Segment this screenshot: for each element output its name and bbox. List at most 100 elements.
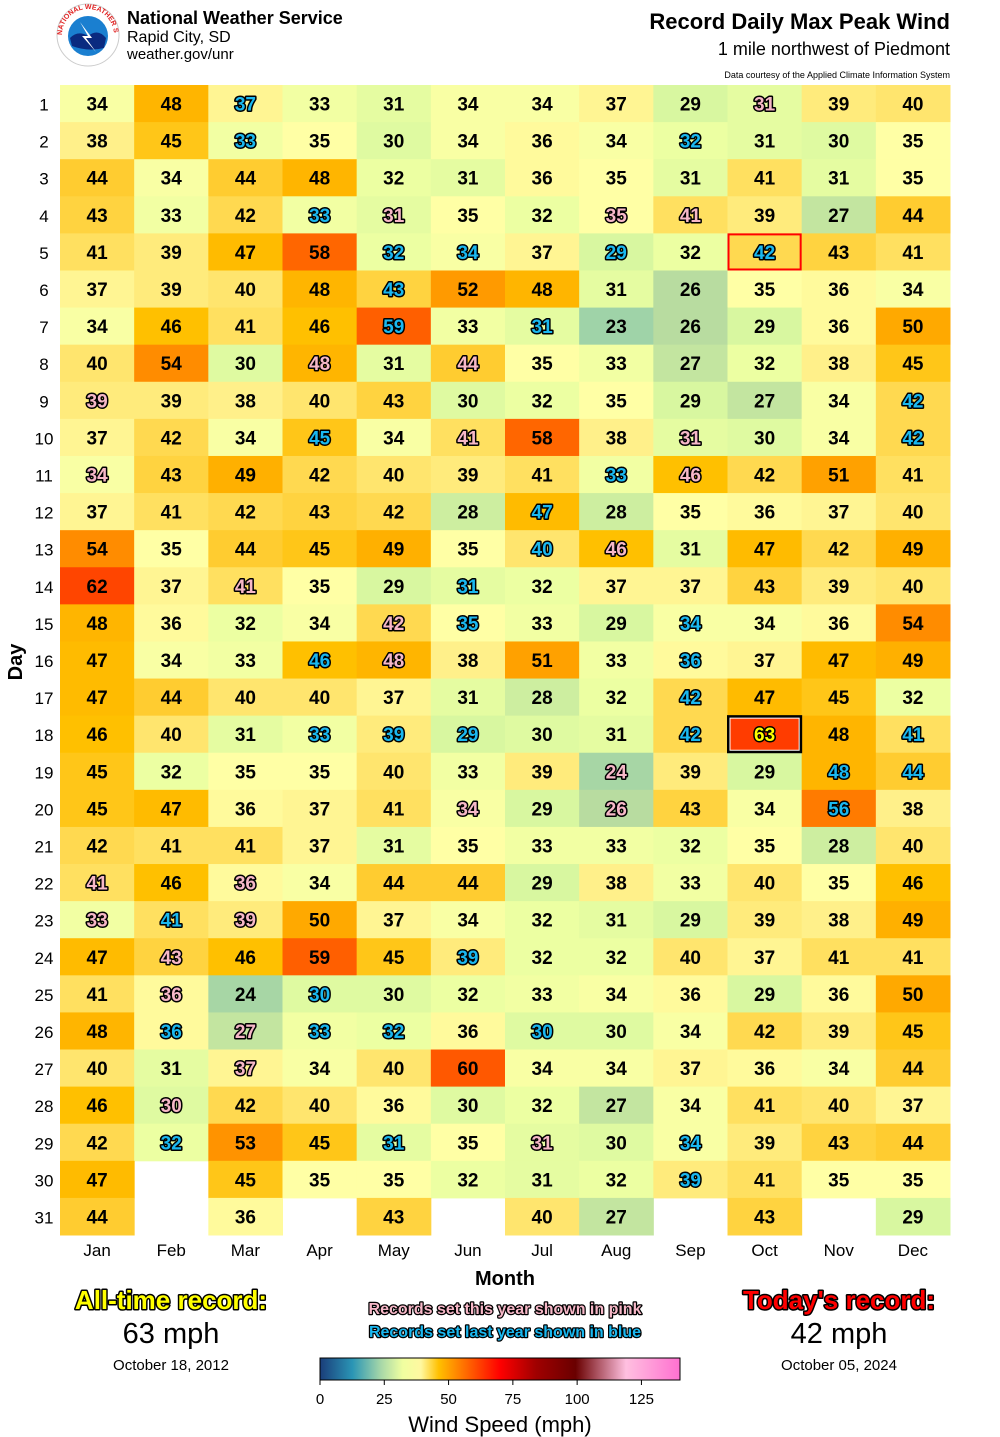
day-label: 11 <box>35 467 53 486</box>
cell-value-label: 36 <box>754 503 775 524</box>
cell-value-label: 36 <box>828 280 849 301</box>
all-time-record-heading: All-time record: <box>75 1285 267 1315</box>
cell-value-label: 39 <box>457 466 478 487</box>
cell-value-label: 41 <box>87 985 109 1006</box>
heatmap-cell <box>430 85 506 123</box>
cell-value-label: 31 <box>606 725 628 746</box>
cell-value-label: 37 <box>532 243 553 264</box>
heatmap-cell <box>505 789 580 828</box>
heatmap-cell <box>801 418 877 457</box>
heatmap-cell <box>653 493 728 531</box>
heatmap-cell <box>505 233 580 271</box>
cell-value-label: 34 <box>309 1059 331 1080</box>
heatmap-cell <box>727 455 803 494</box>
cell-value-label: 43 <box>754 1207 775 1228</box>
heatmap-cell <box>727 938 803 976</box>
cell-value-label: 39 <box>532 762 553 783</box>
heatmap-cell <box>875 901 951 939</box>
month-label: Sep <box>675 1241 705 1260</box>
cell-value-label: 33 <box>309 95 330 116</box>
cell-value-label: 30 <box>532 725 553 746</box>
heatmap-cell <box>875 1197 951 1236</box>
day-label: 30 <box>35 1171 54 1190</box>
heatmap-cell <box>801 1123 877 1162</box>
cell-value-label: 35 <box>309 132 331 153</box>
heatmap-cell <box>579 344 654 383</box>
cell-value-label: 33 <box>532 985 553 1006</box>
heatmap-cell <box>801 381 877 420</box>
cell-value-label: 40 <box>532 1207 553 1228</box>
heatmap-cell <box>727 567 803 605</box>
heatmap-cell <box>356 567 432 605</box>
cell-value-label: 32 <box>606 688 627 709</box>
cell-value-label: 32 <box>680 132 701 153</box>
cell-value-label: 24 <box>235 985 257 1006</box>
heatmap-cell <box>801 1160 877 1199</box>
cell-value-label: 27 <box>235 1022 256 1043</box>
heatmap-cell <box>208 1086 283 1125</box>
cell-value-label: 34 <box>754 614 776 635</box>
cell-value-label: 40 <box>383 466 404 487</box>
cell-value-label: 60 <box>457 1059 478 1080</box>
cell-value-label: 36 <box>457 1022 478 1043</box>
heatmap-cell <box>430 455 506 494</box>
heatmap-cell <box>208 344 283 383</box>
cell-value-label: 32 <box>457 985 478 1006</box>
cell-value-label: 29 <box>383 577 404 598</box>
cell-value-label: 33 <box>457 317 478 338</box>
heatmap-cell <box>801 864 877 902</box>
heatmap-cell <box>282 604 358 642</box>
heatmap-cell <box>801 752 877 791</box>
org-name: National Weather Service <box>127 8 343 28</box>
cell-value-label: 31 <box>457 169 479 190</box>
cell-value-label: 31 <box>532 317 554 338</box>
cell-value-label: 45 <box>309 540 331 561</box>
heatmap-cell <box>208 159 283 197</box>
cell-value-label: 45 <box>902 1022 924 1043</box>
cell-value-label: 36 <box>383 1096 404 1117</box>
heatmap-cell <box>282 196 358 234</box>
heatmap-cell <box>134 307 209 346</box>
cell-value-label: 39 <box>87 391 108 412</box>
cell-value-label: 34 <box>680 1096 702 1117</box>
heatmap-cell <box>208 1160 283 1199</box>
cell-value-label: 39 <box>680 1170 701 1191</box>
month-label: Dec <box>898 1241 929 1260</box>
cell-value-label: 35 <box>309 1170 331 1191</box>
heatmap-cell <box>60 122 135 160</box>
cell-value-label: 43 <box>87 206 108 227</box>
cell-value-label: 40 <box>87 354 108 375</box>
cell-value-label: 43 <box>383 280 404 301</box>
heatmap-cell <box>653 604 728 642</box>
heatmap-cell <box>356 455 432 494</box>
heatmap-cell <box>356 196 432 234</box>
heatmap-cell <box>801 975 877 1013</box>
cell-value-label: 32 <box>606 948 627 969</box>
cell-value-label: 30 <box>457 391 478 412</box>
heatmap-cell <box>430 418 506 457</box>
heatmap-cell <box>579 530 654 568</box>
cell-value-label: 33 <box>606 354 627 375</box>
cell-value-label: 29 <box>902 1207 923 1228</box>
month-label: Jan <box>83 1241 110 1260</box>
heatmap-cell <box>727 418 803 457</box>
office-url[interactable]: weather.gov/unr <box>126 46 234 63</box>
heatmap-cell <box>579 159 654 197</box>
day-label: 18 <box>35 726 54 745</box>
cell-value-label: 24 <box>606 762 628 783</box>
cell-value-label: 42 <box>680 688 701 709</box>
colorbar-tick-label: 50 <box>440 1391 457 1408</box>
cell-value-label: 36 <box>532 132 553 153</box>
cell-value-label: 44 <box>87 1207 109 1228</box>
cell-value-label: 42 <box>87 836 108 857</box>
cell-value-label: 30 <box>606 1133 627 1154</box>
heatmap-cell <box>653 789 728 828</box>
data-courtesy: Data courtesy of the Applied Climate Inf… <box>724 70 950 80</box>
heatmap-cell <box>505 455 580 494</box>
heatmap-cell <box>727 789 803 828</box>
heatmap-cell <box>801 1012 877 1051</box>
cell-value-label: 44 <box>457 354 479 375</box>
cell-value-label: 49 <box>902 911 923 932</box>
cell-value-label: 44 <box>161 688 183 709</box>
heatmap-cell <box>653 418 728 457</box>
